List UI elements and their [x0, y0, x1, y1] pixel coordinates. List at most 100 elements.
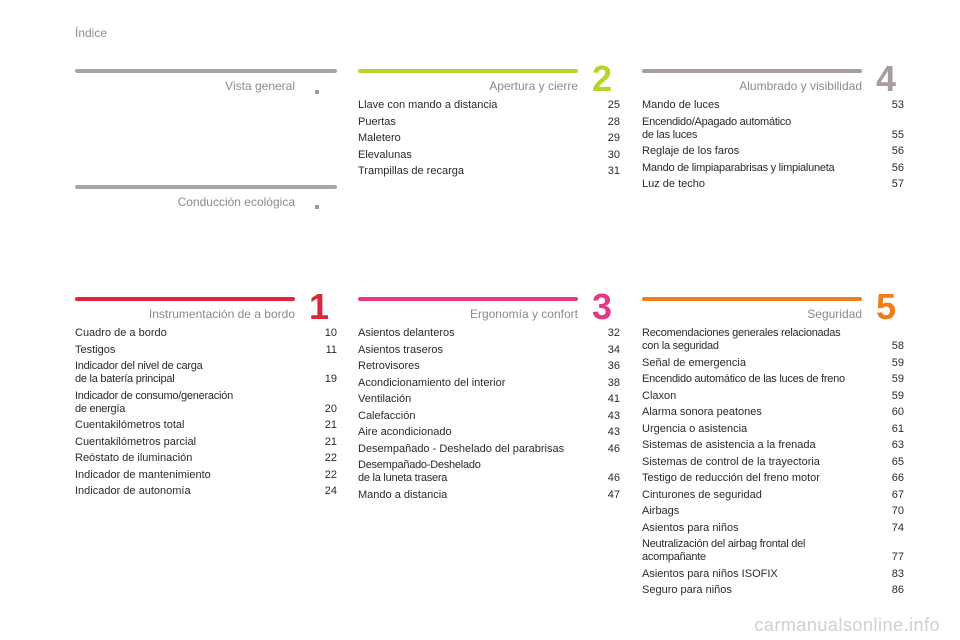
toc-entry-page: 59	[891, 356, 904, 369]
toc-entry[interactable]: Asientos para niños ISOFIX 83	[642, 568, 904, 581]
toc-entry-page: 31	[607, 165, 620, 177]
toc-entry[interactable]: Mando de luces 53	[642, 99, 904, 112]
toc-entry[interactable]: Neutralización del airbag frontal del ac…	[642, 538, 904, 564]
section-apertura-y-cierre: Apertura y cierre 2 Llave con mando a di…	[358, 59, 620, 182]
toc-entry[interactable]: Recomendaciones generales relacionadas c…	[642, 327, 904, 353]
toc-entry-page: 46	[607, 442, 620, 455]
section-bar	[358, 69, 578, 73]
toc-entry-label: Llave con mando a distancia	[358, 99, 498, 111]
toc-entry[interactable]: Testigo de reducción del freno motor 66	[642, 472, 904, 485]
toc-entry-page: 56	[891, 145, 904, 157]
toc-entry[interactable]: Cuentakilómetros total 21	[75, 419, 337, 432]
toc-entry-page: 67	[891, 488, 904, 501]
toc-entry[interactable]: Desempañado - Deshelado del parabrisas 46	[358, 443, 620, 456]
toc-list: Recomendaciones generales relacionadas c…	[642, 327, 904, 597]
toc-entry[interactable]: Testigos 11	[75, 344, 337, 357]
toc-entry-page: 70	[891, 505, 904, 517]
toc-entry[interactable]: Sistemas de control de la trayectoria 65	[642, 456, 904, 469]
toc-entry-page: 25	[607, 99, 620, 111]
section-vista-general: Vista general	[75, 69, 337, 95]
section-conduccion-ecologica: Conducción ecológica	[75, 185, 337, 211]
toc-entry-label: Testigo de reducción del freno motor	[642, 472, 820, 484]
section-title: Ergonomía y confort	[469, 307, 578, 321]
toc-entry-page: 60	[891, 406, 904, 418]
toc-entry[interactable]: Airbags 70	[642, 505, 904, 518]
toc-entry-page: 55	[891, 128, 904, 141]
toc-entry-page: 77	[891, 551, 904, 563]
toc-entry-label: Acondicionamiento del interior	[358, 376, 506, 389]
section-alumbrado-y-visibilidad: Alumbrado y visibilidad 4 Mando de luces…	[642, 59, 904, 195]
bullet-icon	[315, 205, 319, 209]
toc-entry-label: Asientos traseros	[358, 343, 443, 356]
section-title: Vista general	[225, 79, 295, 93]
toc-entry[interactable]: Encendido/Apagado automático de las luce…	[642, 116, 904, 142]
toc-entry[interactable]: Claxon 59	[642, 390, 904, 403]
toc-entry-page: 11	[325, 343, 337, 356]
toc-entry[interactable]: Indicador de mantenimiento 22	[75, 469, 337, 482]
toc-entry[interactable]: Calefacción 43	[358, 410, 620, 423]
toc-entry[interactable]: Asientos para niños 74	[642, 522, 904, 535]
toc-entry-page: 29	[607, 132, 620, 144]
toc-entry-page: 36	[607, 360, 620, 372]
bullet-icon	[315, 90, 319, 94]
toc-entry[interactable]: Desempañado-Deshelado de la luneta trase…	[358, 459, 620, 485]
toc-entry[interactable]: Indicador del nivel de carga de la bater…	[75, 360, 337, 386]
toc-entry-label: Asientos para niños ISOFIX	[642, 567, 778, 580]
toc-entry[interactable]: Trampillas de recarga 31	[358, 165, 620, 178]
toc-entry-label: Recomendaciones generales relacionadas c…	[642, 327, 841, 352]
toc-entry-label: Neutralización del airbag frontal del ac…	[642, 538, 806, 563]
toc-entry[interactable]: Reóstato de iluminación 22	[75, 452, 337, 465]
toc-entry-label: Mando de luces	[642, 99, 720, 111]
toc-entry-label: Encendido/Apagado automático de las luce…	[642, 115, 791, 141]
toc-entry-label: Maletero	[358, 132, 401, 144]
toc-entry[interactable]: Retrovisores 36	[358, 360, 620, 373]
toc-entry-label: Claxon	[642, 389, 677, 402]
toc-entry-label: Reóstato de iluminación	[75, 452, 193, 464]
toc-entry[interactable]: Cuadro de a bordo 10	[75, 327, 337, 340]
toc-entry-label: Cuentakilómetros total	[75, 419, 185, 431]
toc-entry-label: Asientos para niños	[642, 521, 739, 534]
toc-entry-label: Sistemas de control de la trayectoria	[642, 455, 820, 468]
toc-entry[interactable]: Elevalunas 30	[358, 149, 620, 162]
toc-entry[interactable]: Aire acondicionado 43	[358, 426, 620, 439]
toc-entry[interactable]: Asientos delanteros 32	[358, 327, 620, 340]
toc-entry[interactable]: Puertas 28	[358, 116, 620, 129]
toc-entry[interactable]: Maletero 29	[358, 132, 620, 145]
toc-entry-label: Puertas	[358, 115, 396, 128]
section-bar	[75, 185, 337, 189]
toc-entry[interactable]: Indicador de autonomía 24	[75, 485, 337, 498]
toc-entry[interactable]: Sistemas de asistencia a la frenada 63	[642, 439, 904, 452]
toc-entry-page: 38	[607, 376, 620, 389]
section-bar	[75, 69, 337, 73]
toc-entry[interactable]: Indicador de consumo/generación de energ…	[75, 390, 337, 416]
section-bar	[642, 69, 862, 73]
toc-entry[interactable]: Encendido automático de las luces de fre…	[642, 373, 904, 386]
toc-entry[interactable]: Seguro para niños 86	[642, 584, 904, 597]
toc-entry-page: 19	[324, 373, 337, 385]
toc-entry[interactable]: Reglaje de los faros 56	[642, 145, 904, 158]
toc-entry[interactable]: Alarma sonora peatones 60	[642, 406, 904, 419]
toc-entry-page: 83	[891, 567, 904, 580]
toc-entry[interactable]: Ventilación 41	[358, 393, 620, 406]
toc-entry[interactable]: Señal de emergencia 59	[642, 357, 904, 370]
toc-entry[interactable]: Luz de techo 57	[642, 178, 904, 191]
toc-entry-page: 24	[324, 485, 337, 497]
section-title: Conducción ecológica	[177, 195, 295, 209]
toc-entry-label: Mando de limpiaparabrisas y limpialuneta	[642, 161, 835, 174]
toc-entry[interactable]: Llave con mando a distancia 25	[358, 99, 620, 112]
toc-entry[interactable]: Acondicionamiento del interior 38	[358, 377, 620, 390]
section-bar	[358, 297, 578, 301]
toc-entry-label: Retrovisores	[358, 360, 420, 372]
toc-entry[interactable]: Urgencia o asistencia 61	[642, 423, 904, 436]
toc-entry[interactable]: Mando de limpiaparabrisas y limpialuneta…	[642, 162, 904, 175]
toc-entry[interactable]: Mando a distancia 47	[358, 489, 620, 502]
watermark: carmanualsonline.info	[754, 615, 940, 635]
toc-entry-page: 28	[607, 115, 620, 128]
section-title: Seguridad	[807, 307, 862, 321]
toc-entry-label: Luz de techo	[642, 178, 705, 190]
toc-entry[interactable]: Cuentakilómetros parcial 21	[75, 436, 337, 449]
toc-entry-page: 10	[324, 327, 337, 339]
toc-entry-page: 21	[324, 419, 337, 431]
toc-entry[interactable]: Cinturones de seguridad 67	[642, 489, 904, 502]
toc-entry[interactable]: Asientos traseros 34	[358, 344, 620, 357]
